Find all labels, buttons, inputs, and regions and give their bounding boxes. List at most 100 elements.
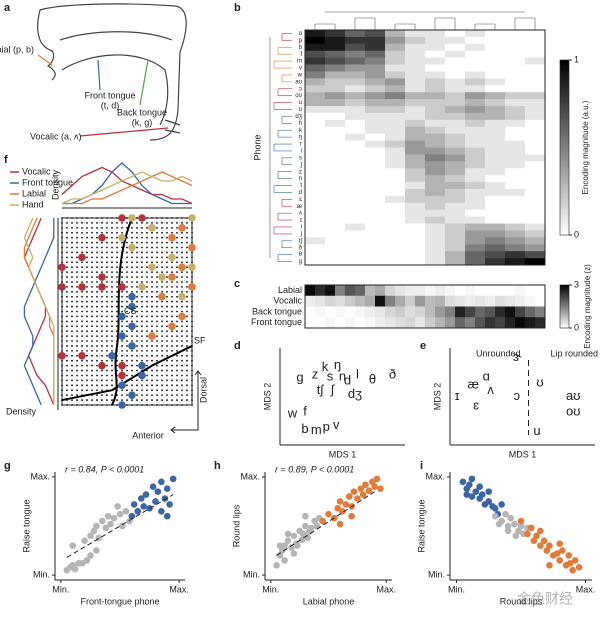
electrode (186, 325, 188, 328)
electrode (86, 320, 88, 323)
electrode (86, 359, 88, 362)
heatmap-cell (495, 285, 506, 297)
electrode (91, 354, 93, 357)
heatmap-cell (405, 126, 426, 134)
electrode (146, 276, 148, 278)
electrode (61, 217, 63, 219)
electrode (121, 241, 123, 244)
electrode (146, 281, 148, 283)
scatter-point (166, 501, 173, 508)
heatmap-cell (345, 317, 356, 329)
panel-label: h (214, 460, 221, 472)
electrode (161, 285, 163, 288)
y-tick-label: Max. (240, 471, 260, 481)
electrode (131, 276, 133, 278)
electrode (111, 364, 113, 367)
heatmap-cell (445, 244, 466, 252)
electrode (111, 241, 113, 244)
row-label: ʃ (300, 162, 303, 168)
annotation: Anterior (132, 430, 164, 440)
legend-label: Vocalic (22, 166, 51, 176)
electrode-point (178, 292, 186, 301)
heatmap-cell (465, 161, 486, 169)
heatmap-cell (505, 36, 526, 45)
heatmap-cell (525, 119, 546, 128)
heatmap-cell (465, 85, 486, 93)
electrode (131, 290, 133, 293)
heatmap-cell (345, 209, 366, 217)
heatmap-cell (505, 57, 526, 65)
electrode (126, 285, 128, 288)
heatmap-cell (315, 317, 326, 329)
heatmap-cell (465, 71, 486, 79)
electrode (76, 256, 78, 259)
electrode (96, 399, 98, 401)
electrode (171, 217, 173, 219)
electrode (181, 256, 183, 259)
electrode (181, 217, 183, 219)
y-tick-label: Min. (428, 569, 445, 579)
heatmap-cell (345, 216, 366, 224)
electrode (161, 251, 163, 254)
electrode (106, 315, 108, 318)
electrode (161, 384, 163, 387)
heatmap-cell (465, 147, 486, 155)
electrode (126, 305, 128, 308)
electrode (131, 281, 133, 283)
heatmap-cell (505, 295, 516, 307)
heatmap-cell (485, 306, 496, 318)
electrode (151, 281, 153, 283)
electrode (141, 246, 143, 249)
electrode (116, 222, 118, 224)
electrode (116, 231, 118, 234)
electrode (111, 256, 113, 259)
electrode (136, 236, 138, 239)
electrode (181, 399, 183, 401)
heatmap-cell (405, 230, 426, 238)
electrode (71, 266, 73, 269)
electrode (186, 404, 188, 406)
electrode (186, 335, 188, 338)
heatmap-cell (485, 85, 506, 93)
heatmap-cell (465, 154, 486, 162)
heatmap-cell (325, 223, 346, 231)
heatmap-cell (395, 285, 406, 297)
electrode (116, 285, 118, 288)
electrode (141, 315, 143, 318)
heatmap-cell (365, 30, 386, 38)
electrode (126, 345, 128, 347)
electrode (146, 325, 148, 328)
electrode (161, 335, 163, 338)
electrode (106, 359, 108, 362)
phone-point: p (323, 419, 330, 434)
electrode (166, 236, 168, 239)
scatter-point (294, 542, 301, 549)
electrode (151, 256, 153, 259)
electrode (156, 310, 158, 313)
electrode (66, 310, 68, 313)
row-label: θ (299, 252, 303, 258)
electrode (171, 394, 173, 397)
heatmap-cell (485, 216, 506, 224)
heatmap-cell (335, 285, 346, 297)
electrode (116, 320, 118, 323)
electrode (96, 394, 98, 397)
electrode (131, 369, 133, 372)
electrode (76, 271, 78, 274)
electrode (71, 222, 73, 224)
electrode (181, 354, 183, 357)
scatter-point (359, 491, 367, 498)
heatmap-cell (365, 317, 376, 329)
electrode (141, 379, 143, 382)
electrode (126, 399, 128, 401)
heatmap-cell (495, 317, 506, 329)
electrode-point (128, 322, 136, 331)
scatter-point (169, 475, 177, 483)
heatmap-cell (485, 50, 506, 58)
electrode-point (128, 391, 136, 399)
heatmap-cell (305, 216, 326, 224)
heatmap-cell (505, 140, 526, 148)
electrode (66, 359, 68, 362)
electrode (86, 369, 88, 372)
heatmap-cell (455, 295, 466, 307)
